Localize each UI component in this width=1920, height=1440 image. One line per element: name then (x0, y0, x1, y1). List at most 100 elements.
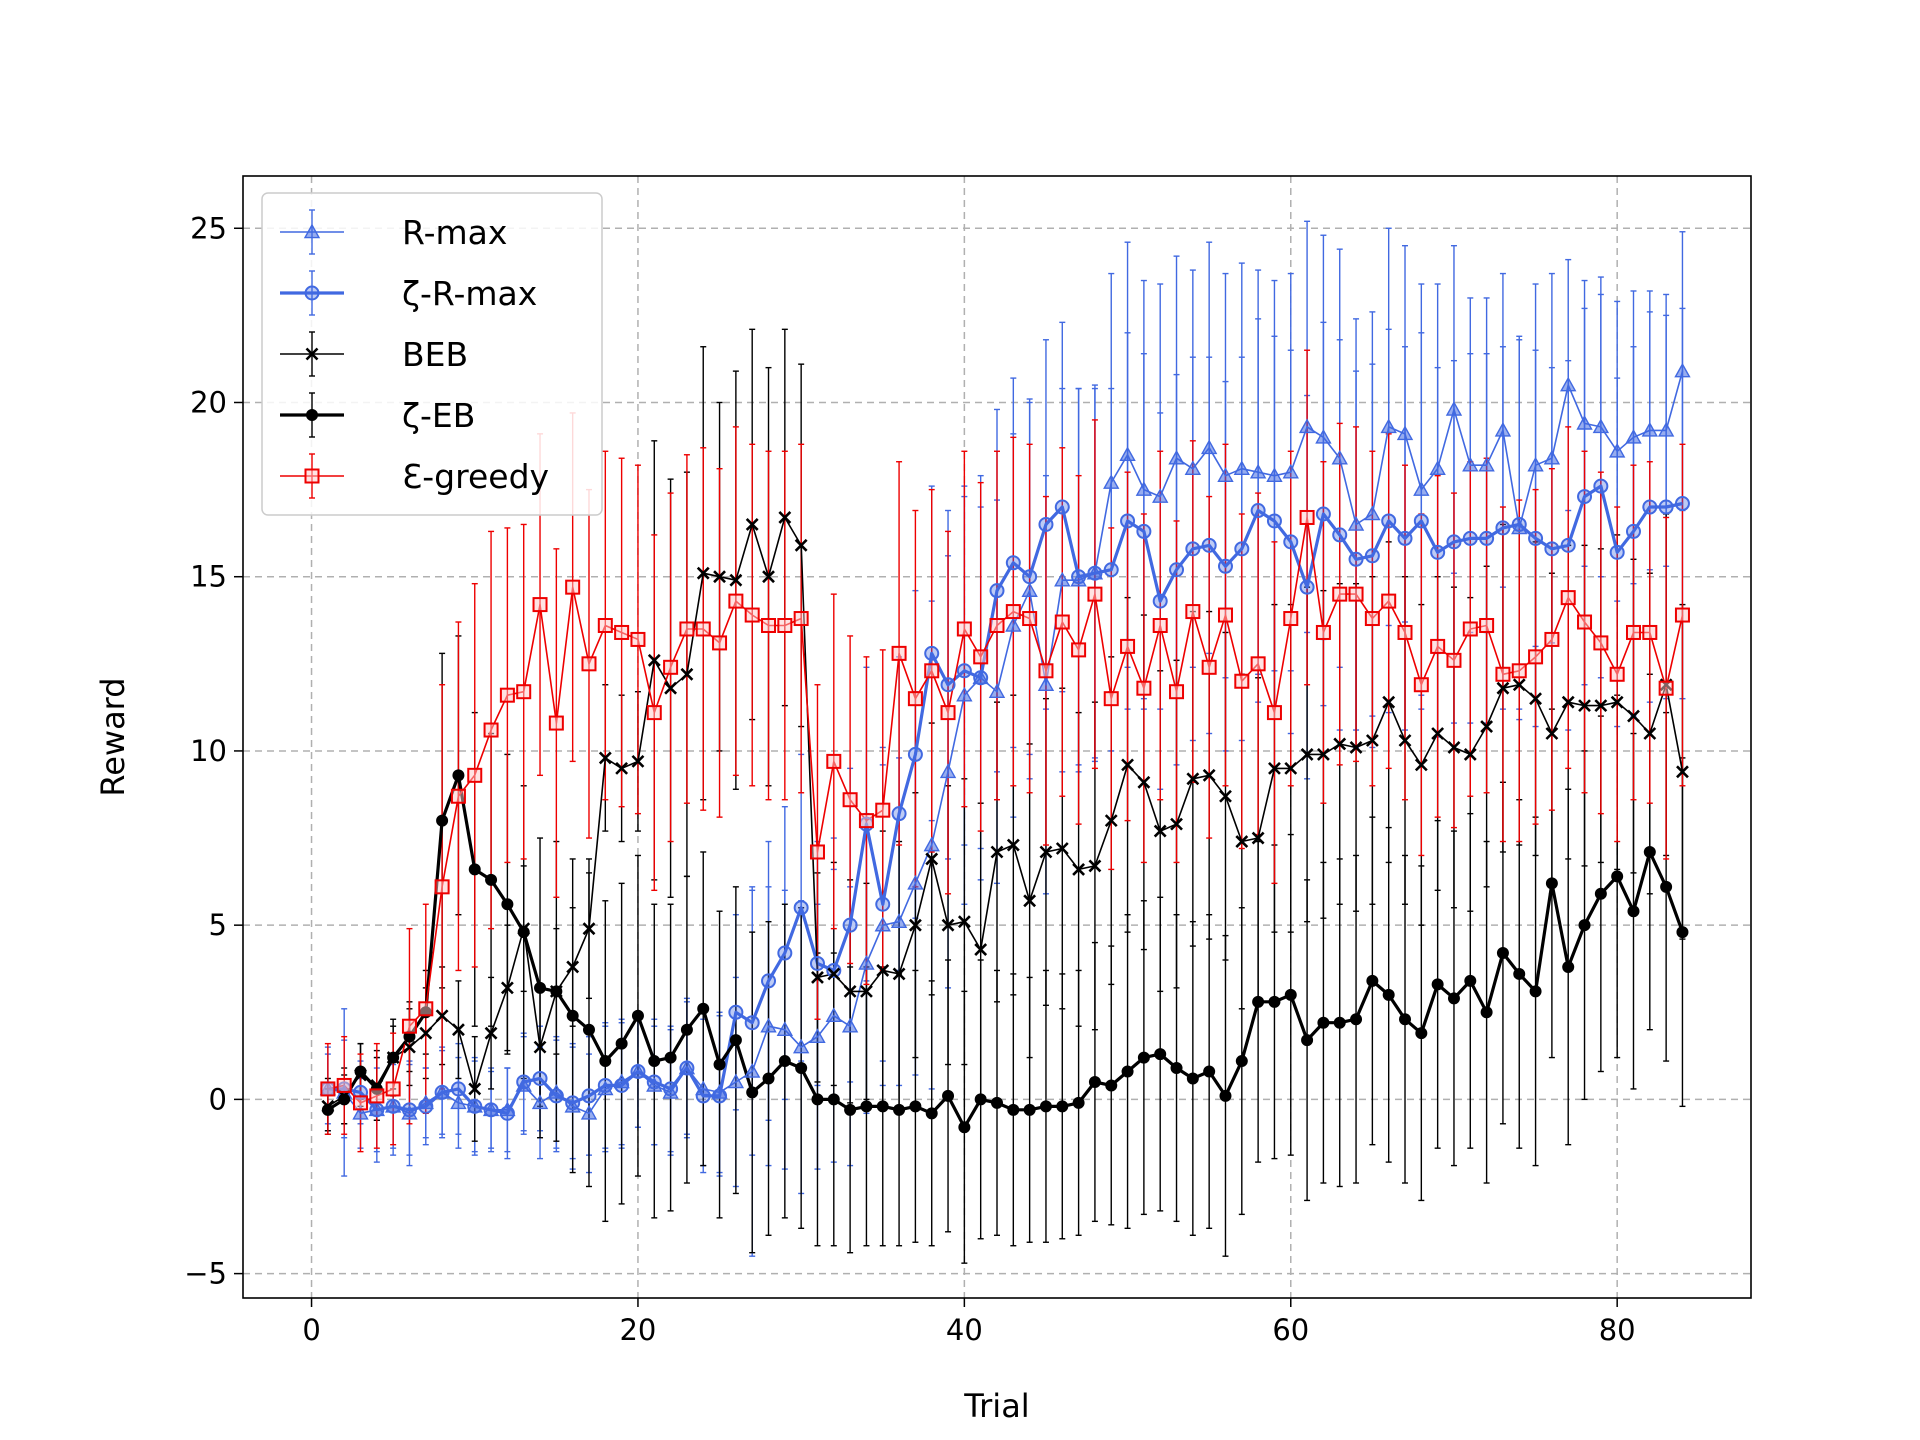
data-point (843, 984, 857, 998)
data-point (956, 663, 972, 679)
data-point (891, 645, 907, 661)
data-point (517, 926, 530, 939)
data-point (1005, 617, 1022, 632)
data-point (450, 788, 466, 804)
data-point (1462, 530, 1478, 546)
data-point (826, 962, 842, 978)
data-point (630, 1064, 646, 1080)
data-point (1185, 604, 1201, 620)
x-axis-label: Trial (963, 1387, 1029, 1425)
y-tick-label: 5 (209, 908, 227, 942)
data-point (1235, 1055, 1248, 1068)
data-point (1152, 593, 1168, 609)
data-point (630, 631, 646, 647)
data-point (500, 981, 514, 995)
data-point (778, 511, 792, 524)
data-point (1266, 467, 1283, 482)
data-point (532, 597, 548, 613)
data-point (777, 617, 793, 633)
data-point (746, 1086, 759, 1099)
data-point (760, 1017, 777, 1033)
data-point (956, 686, 973, 702)
data-point (1252, 995, 1265, 1008)
data-point (467, 1098, 483, 1114)
data-point (1642, 499, 1658, 515)
data-point (1562, 960, 1575, 973)
data-point (923, 836, 940, 852)
data-point (1266, 705, 1282, 721)
data-point (1382, 695, 1396, 709)
y-tick-label: 25 (190, 211, 227, 245)
data-point (1103, 474, 1120, 489)
data-point (483, 1102, 499, 1118)
data-point (1251, 831, 1265, 845)
data-point (1087, 565, 1103, 581)
data-point (1332, 527, 1348, 543)
data-point (1429, 460, 1446, 475)
data-point (1088, 859, 1102, 873)
data-point (809, 955, 825, 971)
data-point (1494, 421, 1512, 437)
data-point (1545, 877, 1558, 890)
data-point (646, 705, 662, 721)
data-point (1577, 614, 1593, 630)
data-point (989, 617, 1005, 633)
data-point (1365, 734, 1379, 747)
data-point (892, 967, 906, 981)
data-point (1397, 530, 1413, 546)
data-point (1005, 555, 1021, 571)
data-point (991, 1096, 1003, 1109)
data-point (1396, 425, 1414, 441)
data-point (1023, 894, 1037, 908)
data-point (762, 570, 775, 584)
data-point (728, 1004, 744, 1020)
data-point (875, 896, 891, 912)
data-point (1560, 376, 1577, 392)
data-point (1186, 1072, 1199, 1085)
data-point (973, 649, 989, 665)
data-point (1299, 579, 1315, 595)
data-point (550, 985, 563, 998)
data-point (1364, 548, 1380, 564)
data-point (1495, 520, 1511, 536)
data-point (1478, 456, 1495, 472)
data-point (485, 873, 498, 886)
data-point (1315, 624, 1331, 640)
data-point (1038, 516, 1054, 532)
data-point (858, 813, 874, 829)
data-point (615, 1037, 628, 1050)
data-point (1495, 666, 1511, 682)
data-point (1593, 478, 1609, 494)
data-point (1674, 362, 1691, 378)
data-point (907, 746, 923, 762)
data-point (582, 922, 596, 936)
data-point (598, 751, 612, 765)
data-point (565, 1095, 581, 1111)
data-point (1414, 758, 1428, 772)
data-point (1250, 656, 1266, 672)
data-point (468, 863, 481, 876)
data-point (1430, 638, 1446, 654)
data-point (614, 624, 630, 640)
data-point (548, 1083, 565, 1099)
legend-marker (306, 409, 318, 421)
data-point (1233, 460, 1250, 475)
data-point (809, 1028, 826, 1043)
data-point (1350, 1013, 1363, 1026)
data-point (484, 1026, 498, 1040)
data-point (1168, 449, 1185, 465)
data-point (1137, 775, 1151, 789)
data-point (501, 898, 514, 911)
legend-label: R-max (402, 213, 507, 252)
data-point (1641, 421, 1659, 437)
data-point (1625, 428, 1642, 444)
data-point (1055, 842, 1069, 855)
data-point (697, 1002, 710, 1015)
data-point (1561, 695, 1575, 709)
data-point (353, 1095, 369, 1111)
data-point (1660, 880, 1673, 893)
legend-box (261, 192, 603, 516)
data-point (1201, 659, 1217, 675)
data-point (1447, 992, 1460, 1005)
data-point (957, 915, 971, 929)
